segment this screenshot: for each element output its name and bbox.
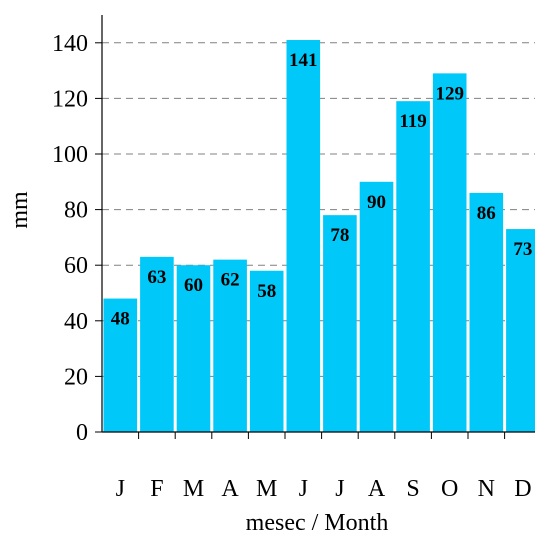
x-tick-label-1: F [150,476,163,502]
data-label-0: 48 [111,309,130,330]
data-label-5: 141 [289,50,318,71]
bar-A-7 [360,182,394,432]
y-tick-label-140: 140 [52,31,88,57]
bar-J-6 [323,215,357,432]
y-tick-label-40: 40 [64,309,88,335]
y-tick-label-0: 0 [76,420,88,446]
data-label-11: 73 [513,239,532,260]
data-label-6: 78 [330,225,349,246]
x-tick-label-4: M [256,476,277,502]
data-label-7: 90 [367,192,386,213]
y-tick-label-120: 120 [52,86,88,112]
x-tick-label-3: A [221,476,239,502]
x-axis-title: mesec / Month [246,510,389,534]
data-label-3: 62 [221,270,240,291]
x-tick-label-11: D [514,476,531,502]
y-axis-title: mm [7,191,33,229]
x-tick-label-7: A [368,476,386,502]
y-tick-label-100: 100 [52,142,88,168]
data-label-2: 60 [184,275,203,296]
x-tick-label-10: N [478,476,495,502]
x-tick-label-6: J [335,476,344,502]
x-tick-label-2: M [183,476,204,502]
bar-O-9 [433,73,467,432]
x-tick-label-8: S [406,476,419,502]
data-label-10: 86 [477,203,496,224]
data-label-1: 63 [147,267,166,288]
data-label-9: 129 [435,83,464,104]
y-tick-label-20: 20 [64,364,88,390]
bar-J-5 [287,40,321,432]
data-label-4: 58 [257,281,276,302]
y-tick-label-80: 80 [64,198,88,224]
y-tick-label-60: 60 [64,253,88,279]
bar-S-8 [396,101,430,432]
data-label-8: 119 [399,111,426,132]
x-tick-label-0: J [116,476,125,502]
x-tick-label-5: J [299,476,308,502]
bar-N-10 [470,193,504,432]
x-tick-label-9: O [441,476,458,502]
